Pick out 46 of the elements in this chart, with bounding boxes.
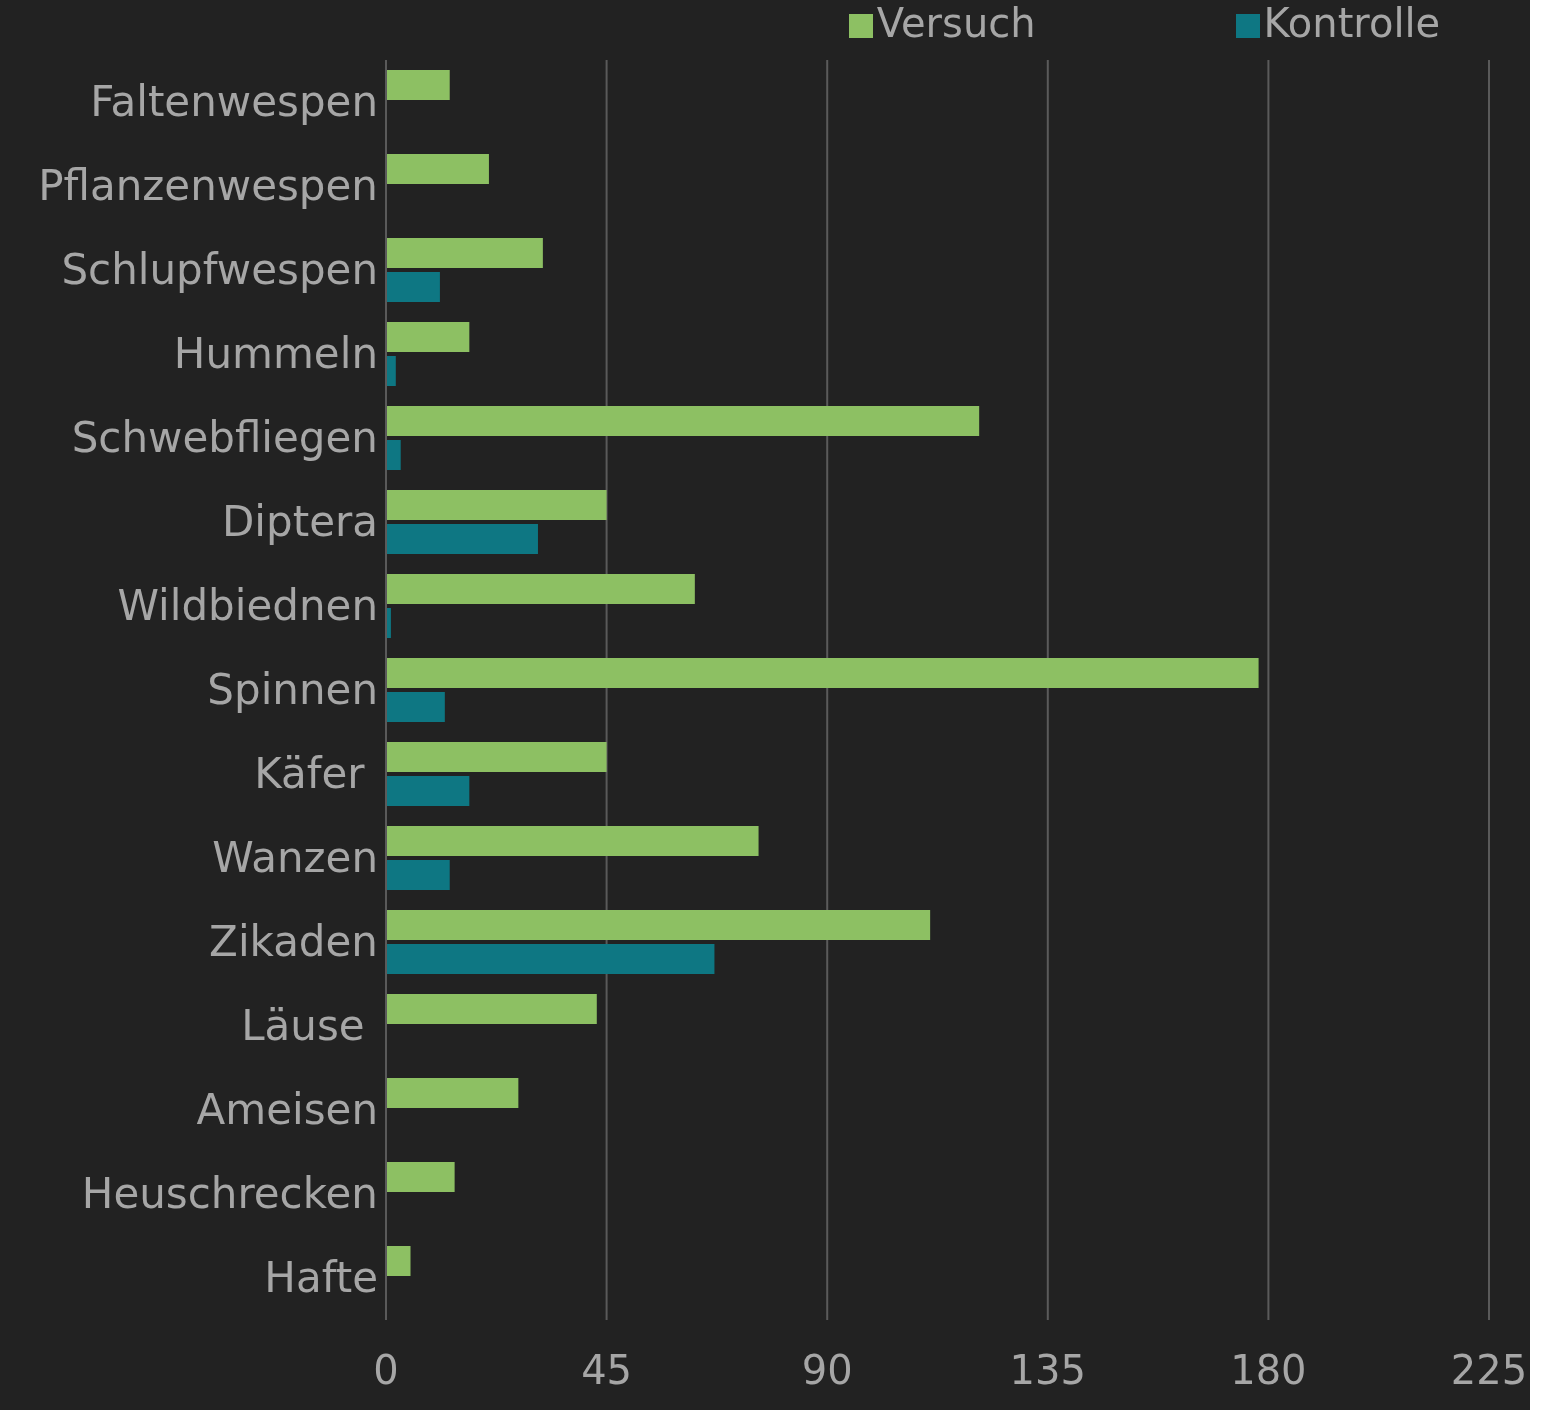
bar [386,272,440,302]
y-tick-label: Zikaden [209,917,378,966]
bar [386,154,489,184]
x-tick-label: 225 [1450,1347,1528,1394]
bar [386,574,695,604]
bar [386,1162,455,1192]
bar [386,1078,519,1108]
bar [386,238,543,268]
bar [386,406,980,436]
bar [386,658,1259,688]
bar [386,910,931,940]
y-tick-label: Läuse [241,1001,378,1050]
y-tick-label: Heuschrecken [81,1169,378,1218]
legend-label: Versuch [876,0,1036,46]
bar [386,860,450,890]
x-tick-label: 135 [1009,1347,1086,1394]
bar [386,322,470,352]
y-tick-label: Schwebfliegen [71,413,378,462]
y-tick-label: Hummeln [173,329,378,378]
y-tick-label: Ameisen [196,1085,378,1134]
y-tick-label: Pflanzenwespen [38,161,378,210]
bar [386,490,607,520]
x-tick-label: 45 [581,1347,633,1394]
bar [386,440,401,470]
bar [386,742,607,772]
bar [386,70,450,100]
x-tick-label: 0 [373,1347,399,1394]
bar [386,776,470,806]
x-tick-label: 180 [1230,1347,1307,1394]
y-tick-label: Faltenwespen [90,77,378,126]
bar [386,356,396,386]
y-tick-label: Hafte [264,1253,378,1302]
bar [386,1246,411,1276]
bar [386,994,597,1024]
legend-label: Kontrolle [1263,0,1441,46]
y-tick-label: Schlupfwespen [61,245,378,294]
bar [386,826,759,856]
bar [386,692,445,722]
y-tick-label: Wildbiednen [117,581,378,630]
x-tick-label: 90 [801,1347,853,1394]
y-tick-label: Wanzen [212,833,378,882]
y-tick-label: Diptera [222,497,378,546]
bar [386,524,538,554]
y-tick-label: Spinnen [207,665,378,714]
bar [386,944,715,974]
y-tick-label: Käfer [254,749,378,798]
